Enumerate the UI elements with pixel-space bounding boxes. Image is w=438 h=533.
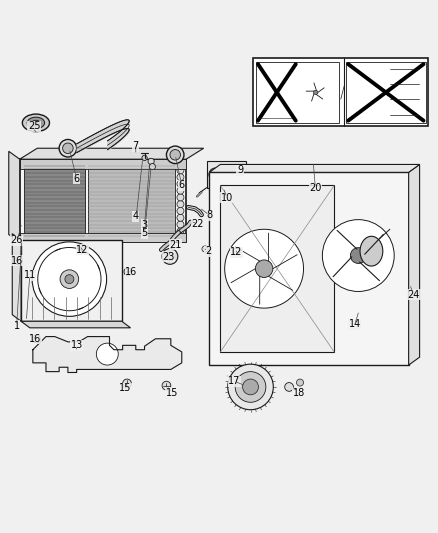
Text: 12: 12 [76, 245, 88, 255]
Text: 20: 20 [309, 183, 321, 192]
Circle shape [149, 164, 155, 169]
Bar [256, 62, 339, 123]
Circle shape [177, 201, 184, 208]
Circle shape [230, 167, 244, 182]
Ellipse shape [32, 120, 40, 125]
Bar [220, 185, 334, 352]
Text: 16: 16 [29, 334, 41, 344]
Text: 2: 2 [205, 246, 211, 256]
Polygon shape [9, 151, 20, 243]
Text: 26: 26 [11, 235, 23, 245]
Circle shape [350, 248, 366, 263]
Circle shape [148, 158, 154, 165]
Text: 21: 21 [169, 240, 181, 249]
Circle shape [142, 155, 147, 160]
Text: 5: 5 [141, 228, 148, 238]
Text: 23: 23 [162, 252, 175, 262]
Text: 22: 22 [192, 219, 204, 229]
Bar [20, 233, 186, 243]
Circle shape [177, 167, 184, 174]
Circle shape [32, 335, 40, 343]
Circle shape [177, 235, 184, 241]
Circle shape [314, 90, 318, 94]
Text: 4: 4 [133, 211, 139, 221]
Ellipse shape [360, 236, 383, 266]
Text: 13: 13 [71, 341, 83, 350]
Circle shape [166, 252, 174, 261]
Circle shape [177, 187, 184, 194]
Text: 24: 24 [408, 290, 420, 300]
Circle shape [235, 372, 266, 402]
Circle shape [96, 343, 118, 365]
Bar [24, 164, 85, 238]
Circle shape [124, 268, 132, 276]
Circle shape [297, 379, 304, 386]
Text: 3: 3 [141, 220, 148, 230]
Circle shape [63, 143, 73, 154]
Text: 12: 12 [230, 247, 243, 257]
Circle shape [177, 174, 184, 181]
Circle shape [177, 228, 184, 235]
Polygon shape [12, 233, 21, 321]
Bar [253, 59, 428, 126]
Bar [346, 62, 426, 123]
Bar [20, 159, 186, 169]
Circle shape [322, 220, 394, 292]
Ellipse shape [27, 117, 45, 128]
Circle shape [202, 246, 208, 252]
Bar [21, 240, 122, 321]
Text: 1: 1 [14, 321, 20, 330]
Text: 17: 17 [228, 376, 240, 386]
Text: 7: 7 [133, 141, 139, 151]
Circle shape [177, 194, 184, 201]
Circle shape [123, 379, 131, 388]
Bar [207, 161, 246, 188]
Text: 14: 14 [349, 319, 361, 329]
Polygon shape [33, 336, 182, 373]
Circle shape [162, 381, 171, 390]
Circle shape [225, 229, 304, 308]
Circle shape [65, 274, 74, 284]
Circle shape [243, 379, 258, 395]
Ellipse shape [22, 114, 49, 132]
Circle shape [32, 242, 106, 317]
Circle shape [177, 214, 184, 221]
Polygon shape [209, 165, 420, 172]
Circle shape [228, 364, 273, 410]
Text: 15: 15 [119, 383, 131, 393]
Text: 11: 11 [24, 270, 36, 280]
Circle shape [166, 146, 184, 164]
Circle shape [59, 140, 77, 157]
Circle shape [170, 150, 180, 160]
Circle shape [177, 207, 184, 214]
Circle shape [14, 257, 22, 265]
Polygon shape [20, 148, 204, 159]
Circle shape [233, 171, 240, 178]
Circle shape [233, 248, 240, 255]
Polygon shape [21, 321, 131, 328]
Polygon shape [409, 165, 420, 365]
Circle shape [209, 168, 222, 181]
Text: 6: 6 [74, 174, 80, 184]
Text: 16: 16 [125, 266, 138, 277]
Bar [20, 159, 186, 243]
Circle shape [177, 180, 184, 188]
Circle shape [255, 260, 273, 278]
Circle shape [177, 221, 184, 228]
Circle shape [285, 383, 293, 391]
Circle shape [60, 270, 79, 288]
Bar [88, 164, 175, 238]
Text: 8: 8 [206, 210, 212, 220]
Text: 6: 6 [179, 180, 185, 190]
Text: 16: 16 [11, 256, 23, 266]
Circle shape [78, 244, 85, 251]
Text: 10: 10 [221, 193, 233, 203]
Text: 18: 18 [293, 387, 305, 398]
Text: 25: 25 [28, 122, 40, 131]
Bar [209, 172, 409, 365]
Text: 15: 15 [166, 387, 178, 398]
Text: 9: 9 [237, 165, 243, 175]
Circle shape [162, 248, 178, 264]
Circle shape [177, 160, 184, 167]
